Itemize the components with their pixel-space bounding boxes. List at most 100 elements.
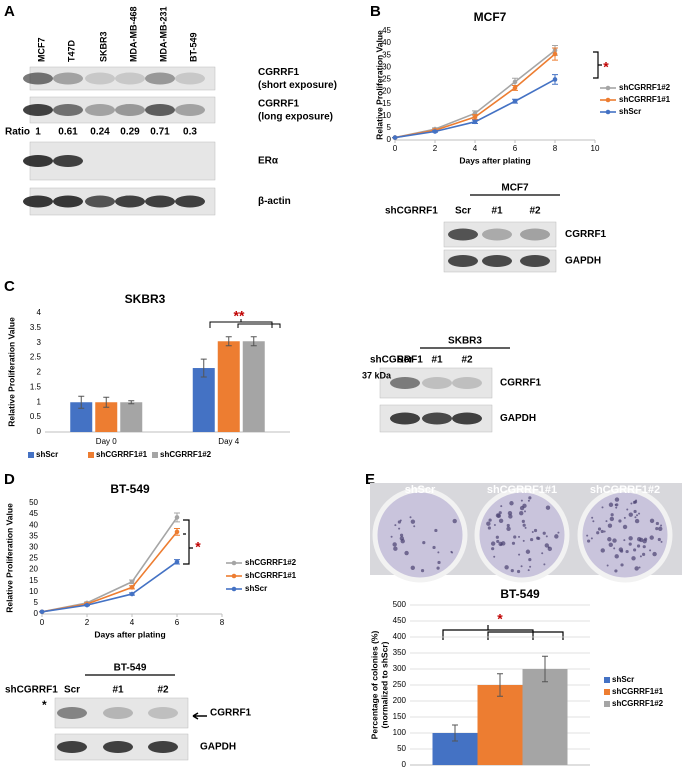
y-tick-label: 35 [29, 531, 38, 540]
colony [545, 505, 551, 510]
colony [644, 537, 648, 541]
band [175, 104, 205, 116]
colony [634, 566, 639, 571]
colony [451, 551, 454, 554]
error-bar [128, 400, 135, 405]
band [85, 72, 115, 85]
colony [498, 511, 502, 515]
colony [504, 565, 509, 570]
colony [639, 537, 644, 543]
band [115, 104, 145, 116]
legend-swatch [231, 560, 237, 566]
colony [432, 545, 436, 550]
plate-label: shCGRRF1#2 [590, 484, 660, 496]
y-tick-label: 50 [397, 744, 406, 753]
error-bar [103, 396, 110, 408]
well [372, 487, 468, 583]
legend-swatch [604, 677, 610, 683]
plate-label: shCGRRF1#1 [487, 484, 557, 496]
colony [525, 549, 531, 554]
colony [623, 516, 626, 519]
error-bar [200, 358, 207, 378]
x-axis-label: Days after plating [94, 629, 165, 639]
ratio-label: Ratio [5, 127, 30, 138]
band-label: CGRRF1 [565, 229, 607, 240]
legend-swatch [231, 573, 237, 579]
y-tick-label: 15 [29, 576, 38, 585]
bracket [487, 631, 564, 640]
colony [618, 547, 624, 552]
colony [422, 541, 426, 545]
x-axis-label: Days after plating [459, 155, 530, 165]
y-tick-label: 25 [382, 75, 391, 84]
x-tick-label: Day 0 [96, 437, 117, 446]
colony [592, 520, 595, 523]
point [512, 98, 518, 104]
band [115, 195, 145, 208]
colony [524, 510, 527, 513]
point [174, 515, 180, 520]
band-label: GAPDH [200, 742, 236, 753]
note: * [42, 698, 47, 712]
point [129, 591, 135, 597]
bracket [442, 625, 534, 640]
legend-label: shScr [36, 450, 58, 459]
legend-swatch [605, 85, 611, 91]
band [103, 741, 133, 753]
colony [639, 555, 642, 558]
bar [70, 402, 93, 432]
x-tick-label: 4 [473, 144, 478, 153]
legend-label: shCGRRF1#2 [619, 83, 671, 92]
band [520, 228, 550, 241]
y-tick-label: 45 [29, 509, 38, 518]
colony [600, 529, 604, 534]
band-label: CGRRF1 [210, 708, 252, 719]
y-tick-label: 1 [37, 397, 42, 406]
band [422, 377, 452, 389]
band [53, 104, 83, 116]
colony [613, 547, 616, 550]
colony [520, 499, 523, 502]
band [85, 195, 115, 208]
lane-label: MDA-MB-468 [128, 6, 138, 62]
colony [404, 550, 409, 556]
colony [642, 552, 646, 556]
y-tick-label: 2 [37, 368, 42, 377]
x-tick-label: 0 [393, 144, 398, 153]
y-tick-label: 10 [382, 111, 391, 120]
y-tick-label: 2.5 [30, 353, 42, 362]
colony [500, 543, 503, 546]
point [129, 579, 135, 585]
point [472, 119, 478, 125]
colony [530, 537, 534, 542]
row-label: shCGRRF1 [370, 355, 423, 366]
panel-label: B [370, 3, 381, 20]
colony [642, 545, 646, 549]
series-line [394, 49, 556, 139]
bar [192, 368, 215, 432]
colony [607, 537, 612, 542]
bar [120, 402, 143, 432]
colony [527, 569, 530, 572]
bar [522, 669, 568, 765]
legend-label: shCGRRF1#2 [245, 558, 297, 567]
band [452, 412, 482, 425]
point [512, 85, 518, 91]
legend-swatch [88, 452, 94, 458]
series-line [394, 78, 556, 139]
colony [660, 524, 663, 527]
colony [610, 513, 614, 517]
colony [495, 535, 499, 539]
colony [652, 551, 657, 557]
colony [591, 516, 594, 519]
y-tick-label: 35 [382, 50, 391, 59]
lane-label: SKBR3 [98, 31, 108, 62]
point [552, 51, 558, 57]
ratio: 1 [35, 127, 41, 138]
x-tick-label: 8 [220, 618, 225, 627]
y-tick-label: 150 [393, 712, 407, 721]
error-bar [542, 655, 548, 683]
blot [54, 697, 189, 729]
colony [410, 565, 415, 571]
legend-label: shScr [245, 584, 267, 593]
